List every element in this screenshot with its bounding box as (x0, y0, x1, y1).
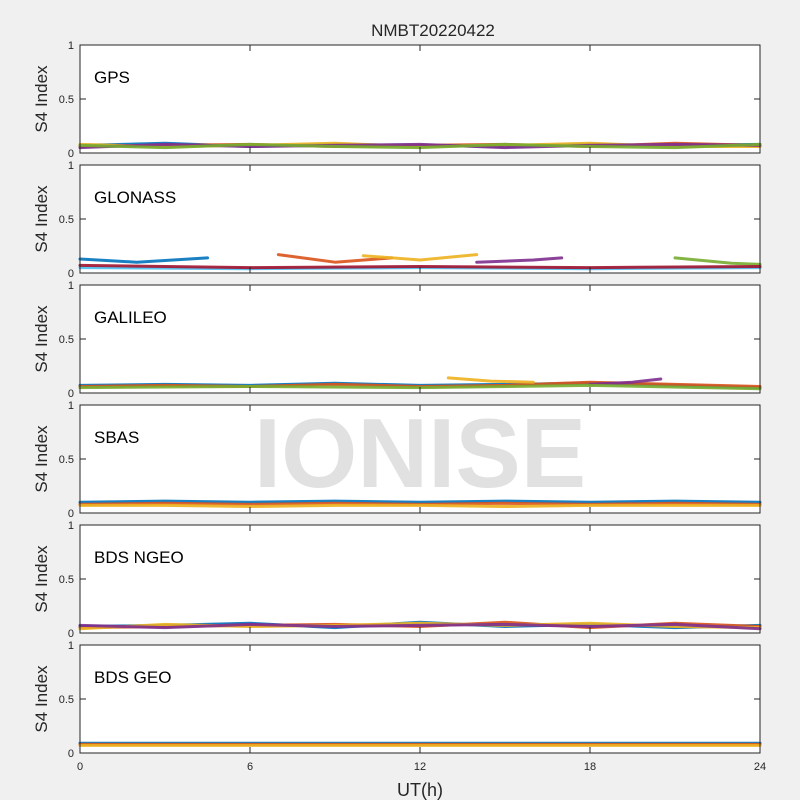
series-line (276, 253, 394, 264)
x-axis-label: UT(h) (397, 780, 443, 800)
y-tick-label: 1 (68, 160, 74, 172)
x-tick-label: 18 (584, 761, 596, 773)
y-tick-label: 0 (68, 148, 74, 160)
y-tick-label: 0 (68, 628, 74, 640)
series-line (588, 377, 663, 386)
series-line (78, 256, 209, 264)
y-tick-label: 0.5 (59, 454, 74, 466)
figure-title: NMBT20220422 (371, 21, 495, 40)
panel-plot-area (80, 165, 760, 273)
y-tick-label: 0.5 (59, 334, 74, 346)
series-line (78, 622, 762, 631)
y-tick-label: 0.5 (59, 94, 74, 106)
panel-plot-area (80, 645, 760, 753)
panel-plot-area (80, 525, 760, 633)
y-tick-label: 0 (68, 268, 74, 280)
y-axis-label: S4 Index (32, 185, 51, 253)
y-tick-label: 1 (68, 640, 74, 652)
y-axis-label: S4 Index (32, 545, 51, 613)
panel-label: BDS GEO (94, 668, 171, 687)
series-line (361, 253, 479, 262)
panels-group: 0 0.5 1 GPS S4 Index 0 0.5 1 GLONASS S4 Index 0 0.5… (32, 40, 766, 773)
panel-label: BDS NGEO (94, 548, 184, 567)
x-tick-label: 0 (77, 761, 83, 773)
y-axis-label: S4 Index (32, 665, 51, 733)
panel-label: GPS (94, 68, 130, 87)
y-tick-label: 0 (68, 748, 74, 760)
series-line (78, 263, 762, 270)
x-tick-label: 6 (247, 761, 253, 773)
y-tick-label: 0.5 (59, 214, 74, 226)
panel-glonass: 0 0.5 1 GLONASS S4 Index (32, 160, 762, 280)
y-axis-label: S4 Index (32, 305, 51, 373)
y-tick-label: 0 (68, 388, 74, 400)
y-tick-label: 1 (68, 40, 74, 52)
watermark-text: IONISE (254, 398, 586, 508)
panel-label: SBAS (94, 428, 139, 447)
y-tick-label: 1 (68, 280, 74, 292)
y-tick-label: 0.5 (59, 574, 74, 586)
y-tick-label: 0 (68, 508, 74, 520)
panel-plot-area (80, 405, 760, 513)
panel-bds-geo: 0 0.5 1 BDS GEO S4 Index 0 6 12 18 24 (32, 640, 766, 773)
x-tick-label: 24 (754, 761, 766, 773)
y-axis-label: S4 Index (32, 65, 51, 133)
panel-label: GLONASS (94, 188, 176, 207)
panel-sbas: 0 0.5 1 SBAS S4 Index (32, 400, 762, 520)
y-tick-label: 1 (68, 520, 74, 532)
series-line (78, 503, 762, 508)
panel-label: GALILEO (94, 308, 167, 327)
series-line (673, 256, 762, 266)
y-tick-label: 1 (68, 400, 74, 412)
panel-gps: 0 0.5 1 GPS S4 Index (32, 40, 762, 160)
series-line (446, 376, 535, 384)
panel-bds-ngeo: 0 0.5 1 BDS NGEO S4 Index (32, 520, 762, 640)
y-tick-label: 0.5 (59, 694, 74, 706)
panel-galileo: 0 0.5 1 GALILEO S4 Index (32, 280, 762, 400)
series-line (475, 256, 564, 264)
panel-plot-area (80, 285, 760, 393)
series-line (78, 499, 762, 504)
y-axis-label: S4 Index (32, 425, 51, 493)
x-tick-label: 12 (414, 761, 426, 773)
panel-plot-area (80, 45, 760, 153)
